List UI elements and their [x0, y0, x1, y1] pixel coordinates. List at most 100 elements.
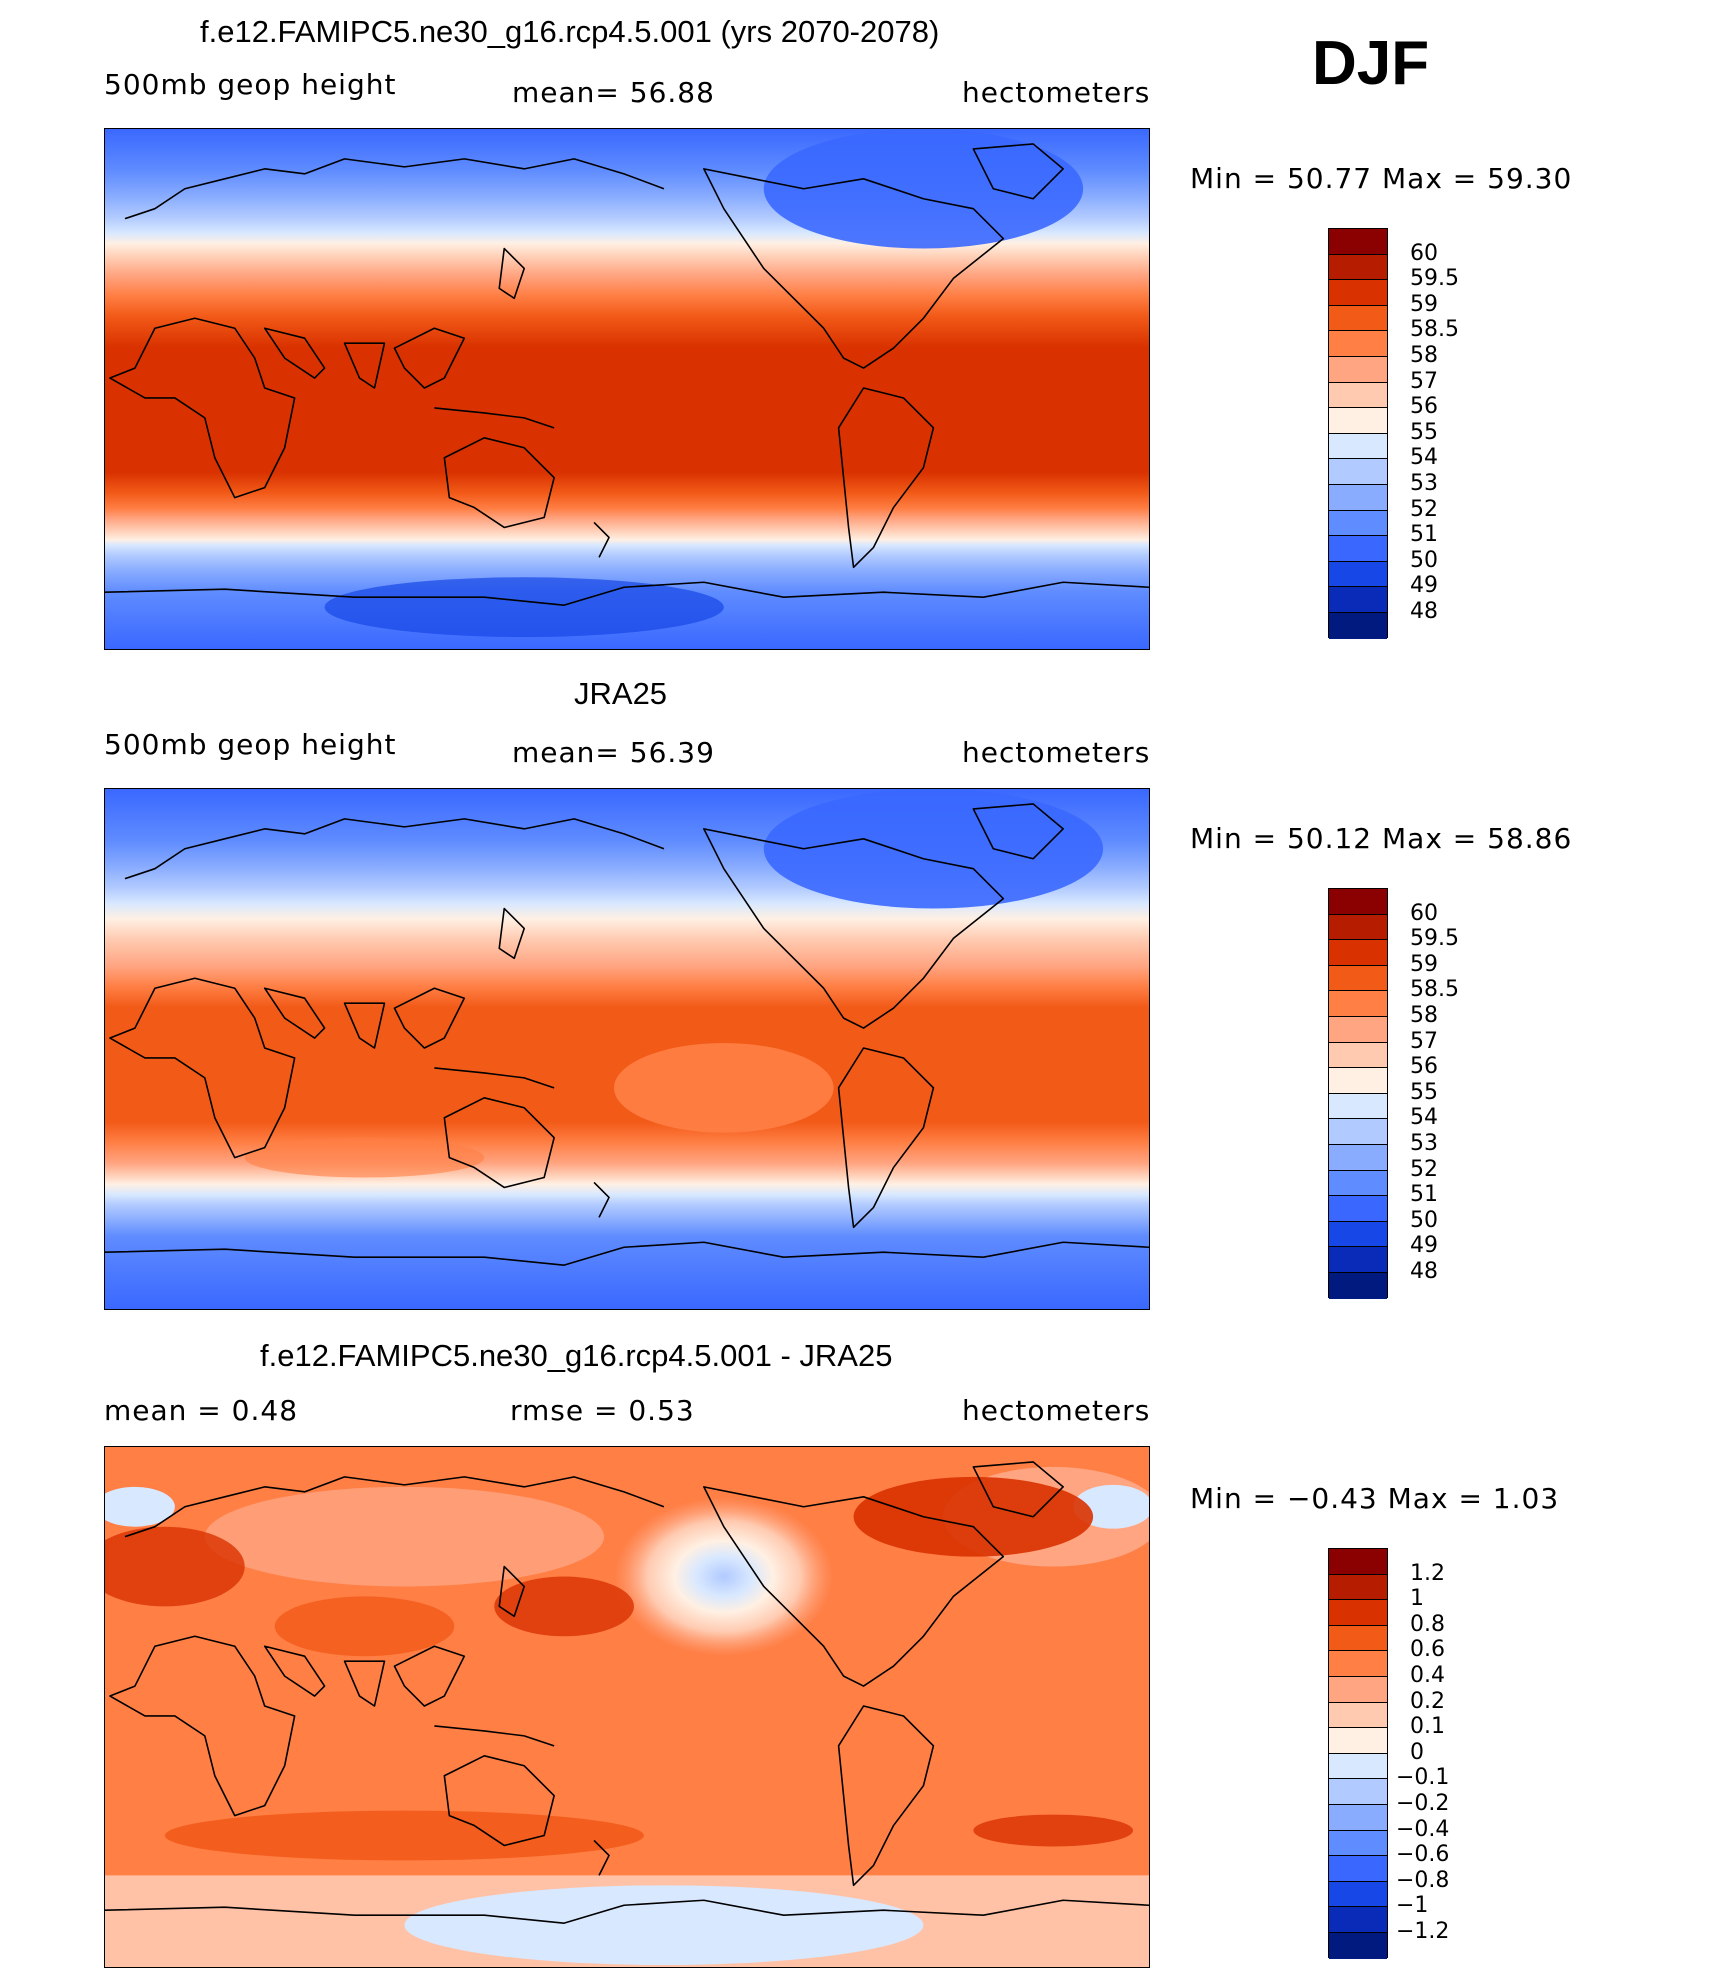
colorbar-box [1329, 331, 1387, 357]
panel-obs-pacific-min [614, 1043, 834, 1133]
panel-diff-units-label: hectometers [962, 1394, 1151, 1427]
panel-diff-alaska-anomaly [614, 1496, 834, 1657]
colorbar-tick-label: −0.2 [1396, 1791, 1450, 1816]
colorbar-tick-label: 0.1 [1410, 1714, 1445, 1740]
panel-diff-pacific-high [494, 1576, 634, 1637]
colorbar-box [1329, 1651, 1387, 1677]
colorbar-tick-label: 52 [1410, 496, 1438, 522]
season-label: DJF [1312, 29, 1430, 98]
colorbar-tick-label: 52 [1410, 1156, 1438, 1182]
colorbar-box [1329, 356, 1387, 383]
colorbar-box [1329, 1170, 1387, 1197]
colorbar-tick-label: −1.2 [1396, 1919, 1450, 1944]
colorbar-tick-label: 1 [1410, 1586, 1424, 1612]
colorbar-box [1329, 561, 1387, 588]
panel-obs-mean-label: mean= 56.39 [512, 736, 715, 769]
panel-diff-antarctic-low [404, 1885, 924, 1966]
colorbar-box [1329, 1042, 1387, 1069]
colorbar-tick-label: −0.6 [1396, 1842, 1450, 1868]
colorbar-tick-label: 57 [1410, 1028, 1438, 1054]
colorbar-box [1329, 1068, 1387, 1094]
panel-diff-west-low [105, 1486, 175, 1527]
panel-diff-minmax: Min = −0.43 Max = 1.03 [1190, 1482, 1560, 1515]
colorbar-box [1329, 459, 1387, 485]
colorbar-box [1329, 484, 1387, 511]
colorbar-tick-label: 54 [1410, 445, 1438, 471]
colorbar-tick-label: 51 [1410, 522, 1438, 548]
panel-obs-colorbar [1328, 888, 1388, 1299]
panel-obs-map [104, 788, 1150, 1310]
panel-diff-south-atlantic-high [973, 1814, 1134, 1847]
colorbar-box [1329, 1676, 1387, 1703]
colorbar-tick-label: 49 [1410, 573, 1438, 599]
colorbar-tick-label: 54 [1410, 1105, 1438, 1131]
panel-diff-map [104, 1446, 1150, 1968]
panel-diff-mean-label: mean = 0.48 [104, 1394, 299, 1427]
colorbar-box [1329, 1702, 1387, 1729]
colorbar-box [1329, 1196, 1387, 1222]
colorbar-tick-label: 0.2 [1410, 1688, 1445, 1714]
colorbar-box [1329, 889, 1387, 915]
colorbar-box [1329, 1574, 1387, 1601]
colorbar-tick-label: 59 [1410, 951, 1438, 977]
colorbar-tick-label: 55 [1410, 1079, 1438, 1105]
colorbar-box [1329, 382, 1387, 409]
colorbar-box [1329, 1625, 1387, 1652]
panel-model-title: f.e12.FAMIPC5.ne30_g16.rcp4.5.001 (yrs 2… [200, 14, 940, 49]
colorbar-box [1329, 433, 1387, 460]
colorbar-tick-label: 59 [1410, 291, 1438, 317]
colorbar-box [1329, 1272, 1387, 1299]
colorbar-tick-label: 53 [1410, 1131, 1438, 1156]
colorbar-box [1329, 1779, 1387, 1805]
panel-diff-europe-high [105, 1526, 245, 1607]
colorbar-tick-label: 0.8 [1410, 1611, 1445, 1637]
colorbar-tick-label: −1 [1396, 1893, 1429, 1919]
panel-model-mean-label: mean= 56.88 [512, 76, 715, 109]
panel-diff-colorbar [1328, 1548, 1388, 1959]
colorbar-tick-label: 49 [1410, 1233, 1438, 1259]
colorbar-tick-label: −0.4 [1396, 1816, 1450, 1842]
panel-obs-title: JRA25 [574, 676, 668, 711]
colorbar-box [1329, 1247, 1387, 1273]
colorbar-tick-label: 0 [1410, 1739, 1424, 1765]
colorbar-tick-label: 55 [1410, 419, 1438, 445]
panel-obs-units-label: hectometers [962, 736, 1151, 769]
colorbar-box [1329, 1907, 1387, 1933]
panel-model-minmax: Min = 50.77 Max = 59.30 [1190, 162, 1573, 195]
colorbar-box [1329, 1119, 1387, 1145]
colorbar-tick-label: 58 [1410, 343, 1438, 368]
panel-obs-low-pole [763, 789, 1104, 909]
colorbar-tick-label: −0.8 [1396, 1867, 1450, 1893]
colorbar-box [1329, 229, 1387, 255]
colorbar-box [1329, 280, 1387, 306]
colorbar-box [1329, 408, 1387, 434]
panel-obs-south-band [244, 1137, 485, 1178]
colorbar-box [1329, 914, 1387, 941]
colorbar-tick-label: 48 [1410, 1259, 1438, 1284]
panel-model-variable-label: 500mb geop height [104, 68, 397, 101]
colorbar-tick-label: 57 [1410, 368, 1438, 394]
colorbar-tick-label: 60 [1410, 900, 1438, 926]
colorbar-tick-label: 50 [1410, 547, 1438, 573]
panel-model-units-label: hectometers [962, 76, 1151, 109]
colorbar-tick-label: 58.5 [1410, 977, 1459, 1003]
colorbar-box [1329, 1728, 1387, 1754]
colorbar-box [1329, 1221, 1387, 1248]
colorbar-box [1329, 612, 1387, 639]
colorbar-tick-label: 56 [1410, 394, 1438, 420]
panel-diff-canada-high [853, 1476, 1094, 1557]
colorbar-box [1329, 1856, 1387, 1882]
panel-model-colorbar [1328, 228, 1388, 639]
colorbar-box [1329, 536, 1387, 562]
colorbar-box [1329, 254, 1387, 281]
colorbar-box [1329, 1881, 1387, 1908]
colorbar-tick-label: 48 [1410, 599, 1438, 624]
colorbar-tick-label: 58.5 [1410, 317, 1459, 343]
colorbar-box [1329, 1753, 1387, 1780]
colorbar-tick-label: 0.6 [1410, 1637, 1445, 1663]
panel-diff-asia-band [274, 1596, 455, 1657]
panel-model-map [104, 128, 1150, 650]
colorbar-tick-label: 56 [1410, 1054, 1438, 1080]
panel-diff-south-band [164, 1810, 644, 1861]
colorbar-tick-label: 53 [1410, 471, 1438, 496]
